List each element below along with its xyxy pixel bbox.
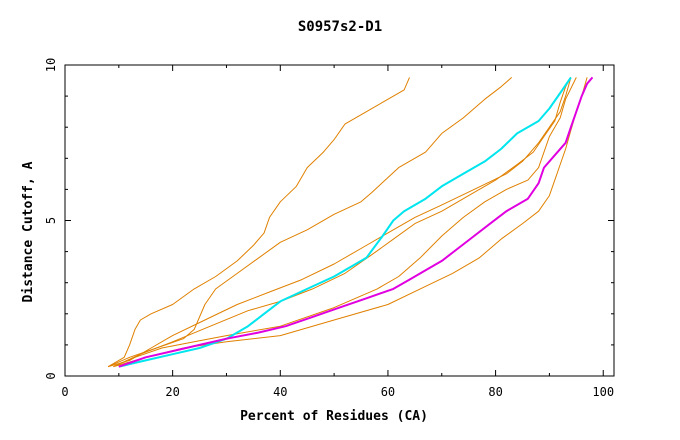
- series-line-cyan: [118, 76, 572, 368]
- plot-frame: [64, 64, 615, 377]
- series-layer: [107, 76, 594, 368]
- y-tick-label: 0: [44, 372, 58, 379]
- x-axis-label: Percent of Residues (CA): [240, 409, 428, 424]
- series-line-orange-3: [107, 77, 572, 368]
- x-tick-label: 20: [165, 385, 179, 399]
- x-tick-label: 0: [61, 385, 68, 399]
- x-tick-label: 60: [381, 385, 395, 399]
- x-tick-label: 40: [273, 385, 287, 399]
- y-tick-label: 10: [44, 58, 58, 72]
- axis-ticks: 0 20 40 60 80 100 0 5 10: [44, 58, 614, 399]
- series-line-orange-5: [113, 77, 577, 368]
- series-line-orange-1: [107, 77, 410, 368]
- x-tick-label: 80: [488, 385, 502, 399]
- y-tick-label: 5: [44, 217, 58, 224]
- y-axis-label: Distance Cutoff, A: [21, 161, 36, 302]
- series-line-orange-6: [113, 77, 588, 368]
- series-line-orange-2: [107, 77, 513, 368]
- chart-title: S0957s2-D1: [298, 19, 382, 35]
- x-tick-label: 100: [592, 385, 614, 399]
- series-line-orange-4: [113, 77, 572, 368]
- series-line-magenta: [118, 76, 594, 368]
